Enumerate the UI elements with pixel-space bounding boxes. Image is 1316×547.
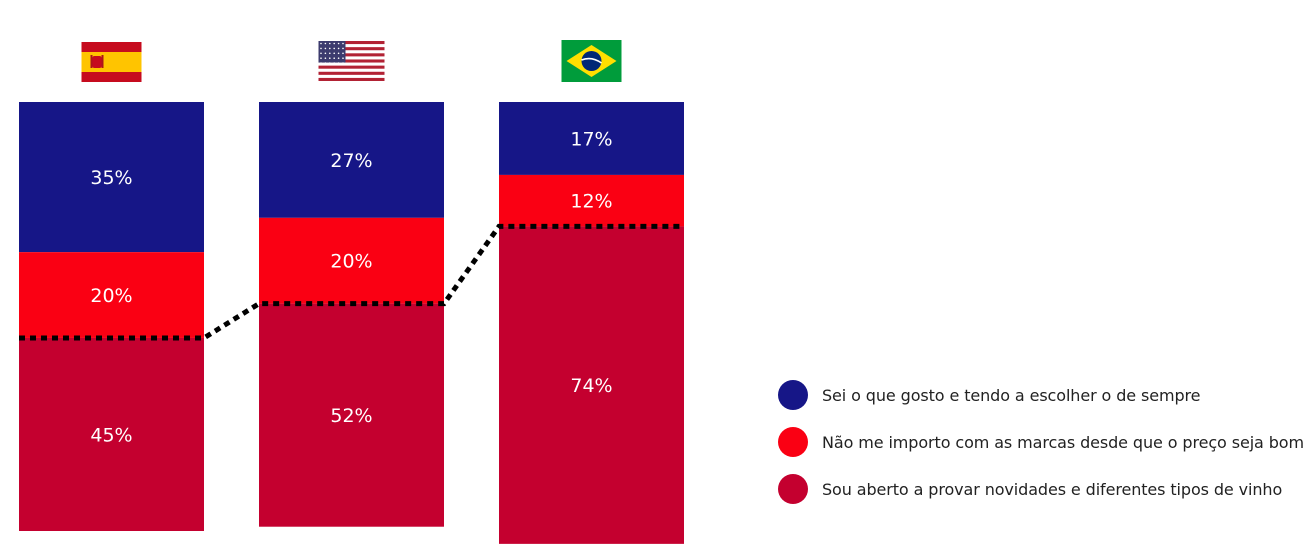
data-label-1-3: 17%	[570, 128, 612, 150]
legend-item-series-2: Não me importo com as marcas desde que o…	[778, 427, 1314, 457]
brazil-flag-icon	[561, 40, 622, 82]
bar-segment-3-3	[499, 226, 684, 544]
legend-swatch-series-2	[778, 427, 808, 457]
data-label-3-3: 74%	[570, 375, 612, 397]
legend-label-series-2: Não me importo com as marcas desde que o…	[822, 432, 1304, 452]
legend-item-series-1: Sei o que gosto e tendo a escolher o de …	[778, 380, 1314, 410]
data-label-2-1: 20%	[90, 285, 132, 307]
bar-segment-2-1	[19, 252, 204, 338]
data-label-3-1: 45%	[90, 424, 132, 446]
bar-segment-3-2	[259, 303, 444, 527]
bar-segment-3-1	[19, 337, 204, 531]
bar-segment-1-1	[19, 102, 204, 253]
usa-flag-icon	[318, 41, 385, 81]
chart-legend: Sei o que gosto e tendo a escolher o de …	[778, 380, 1314, 521]
bar-segment-2-3	[499, 174, 684, 227]
dotted-connector-line	[19, 223, 684, 341]
data-label-1-1: 35%	[90, 167, 132, 189]
legend-label-series-1: Sei o que gosto e tendo a escolher o de …	[822, 385, 1201, 405]
legend-swatch-series-3	[778, 474, 808, 504]
data-label-3-2: 52%	[330, 405, 372, 427]
data-label-2-3: 12%	[570, 191, 612, 213]
data-label-2-2: 20%	[330, 251, 372, 273]
bar-segment-2-2	[259, 217, 444, 304]
bar-segment-1-2	[259, 102, 444, 218]
legend-item-series-3: Sou aberto a provar novidades e diferent…	[778, 474, 1314, 504]
spain-flag-icon	[81, 42, 142, 82]
legend-label-series-3: Sou aberto a provar novidades e diferent…	[822, 479, 1283, 499]
data-label-1-2: 27%	[330, 150, 372, 172]
legend-swatch-series-1	[778, 380, 808, 410]
bar-segment-1-3	[499, 102, 684, 175]
